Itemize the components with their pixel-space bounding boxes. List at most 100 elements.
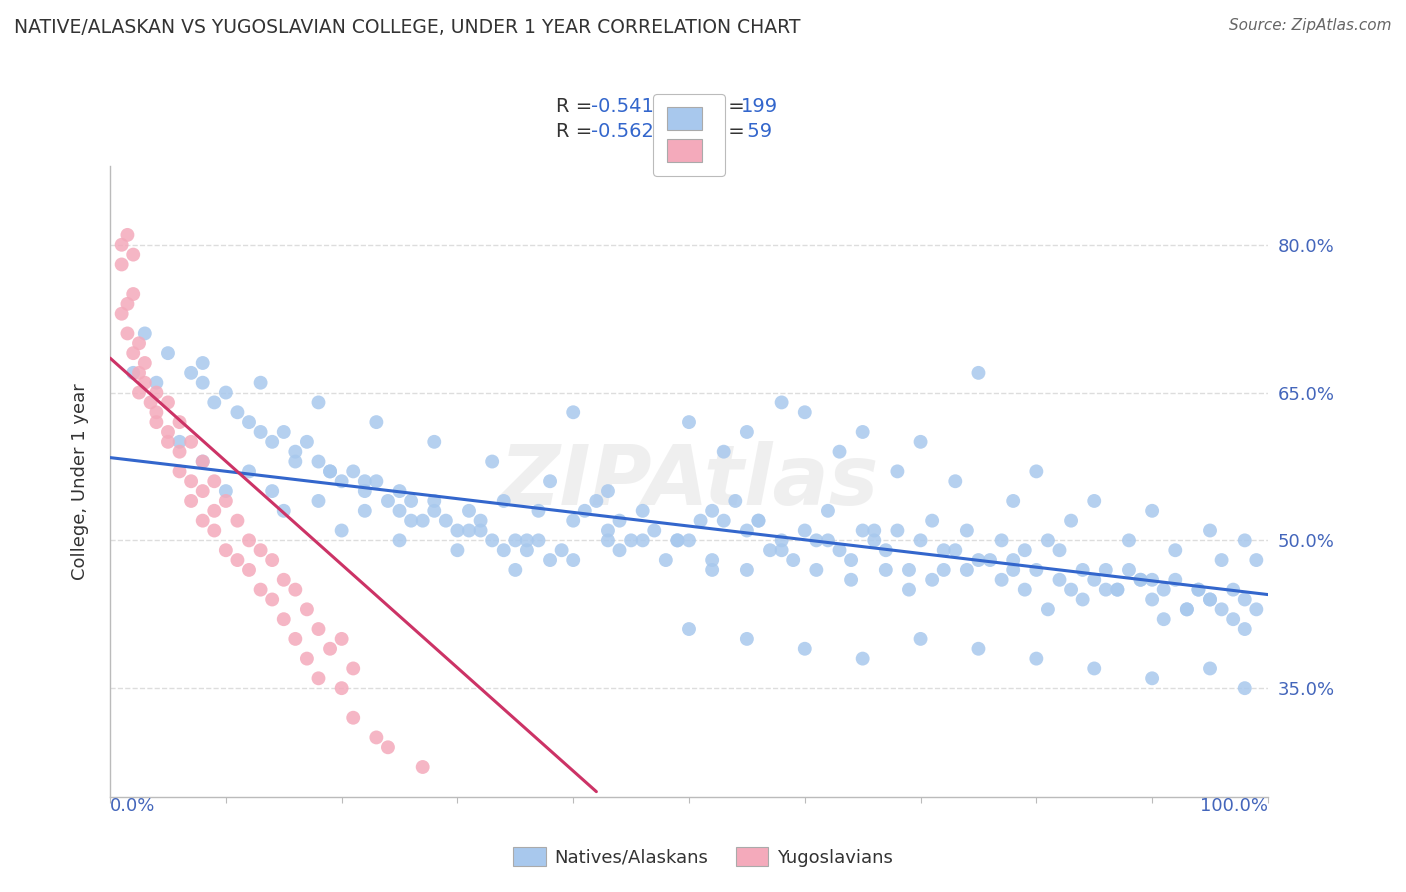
Point bbox=[1014, 582, 1036, 597]
Point bbox=[1071, 592, 1094, 607]
Point bbox=[516, 533, 538, 548]
Point bbox=[735, 563, 758, 577]
Point bbox=[111, 237, 134, 252]
Point bbox=[1153, 612, 1175, 626]
Point bbox=[446, 543, 468, 558]
Point bbox=[1071, 563, 1094, 577]
Point bbox=[434, 514, 457, 528]
Point bbox=[134, 356, 156, 370]
Point bbox=[1129, 573, 1152, 587]
Point bbox=[169, 434, 191, 449]
Point bbox=[262, 484, 284, 499]
Point bbox=[423, 504, 446, 518]
Point bbox=[1049, 573, 1071, 587]
Point bbox=[202, 475, 225, 489]
Point bbox=[828, 444, 851, 458]
Point bbox=[806, 563, 828, 577]
Point bbox=[399, 514, 422, 528]
Point bbox=[770, 395, 793, 409]
Point bbox=[191, 376, 214, 390]
Point bbox=[145, 376, 167, 390]
Point bbox=[226, 514, 249, 528]
Point bbox=[643, 524, 665, 538]
Point bbox=[852, 425, 875, 439]
Point bbox=[1129, 573, 1152, 587]
Point bbox=[191, 454, 214, 468]
Point bbox=[145, 385, 167, 400]
Point bbox=[458, 524, 481, 538]
Point bbox=[747, 514, 769, 528]
Point bbox=[128, 385, 150, 400]
Point bbox=[1036, 533, 1059, 548]
Point bbox=[1049, 543, 1071, 558]
Text: -0.541: -0.541 bbox=[591, 96, 654, 116]
Point bbox=[446, 524, 468, 538]
Point bbox=[1199, 592, 1222, 607]
Point bbox=[990, 533, 1012, 548]
Point bbox=[702, 553, 724, 567]
Point bbox=[1164, 543, 1187, 558]
Point bbox=[191, 454, 214, 468]
Point bbox=[1199, 524, 1222, 538]
Point bbox=[1199, 592, 1222, 607]
Point bbox=[249, 543, 271, 558]
Point bbox=[308, 671, 330, 685]
Point bbox=[273, 425, 295, 439]
Point bbox=[886, 524, 908, 538]
Point bbox=[423, 494, 446, 508]
Point bbox=[202, 395, 225, 409]
Point bbox=[609, 543, 631, 558]
Point bbox=[117, 297, 139, 311]
Point bbox=[979, 553, 1001, 567]
Point bbox=[202, 524, 225, 538]
Point bbox=[538, 475, 561, 489]
Point bbox=[666, 533, 689, 548]
Point bbox=[596, 524, 619, 538]
Point bbox=[284, 582, 307, 597]
Point bbox=[505, 563, 527, 577]
Point bbox=[921, 514, 943, 528]
Point bbox=[678, 622, 700, 636]
Point bbox=[191, 514, 214, 528]
Point bbox=[1107, 582, 1129, 597]
Point bbox=[145, 405, 167, 419]
Point bbox=[366, 415, 388, 429]
Text: NATIVE/ALASKAN VS YUGOSLAVIAN COLLEGE, UNDER 1 YEAR CORRELATION CHART: NATIVE/ALASKAN VS YUGOSLAVIAN COLLEGE, U… bbox=[14, 18, 800, 37]
Point bbox=[1222, 582, 1244, 597]
Point bbox=[295, 651, 318, 665]
Point bbox=[863, 533, 886, 548]
Point bbox=[967, 641, 990, 656]
Point bbox=[1211, 602, 1233, 616]
Point bbox=[910, 632, 932, 646]
Point bbox=[1175, 602, 1198, 616]
Point bbox=[319, 641, 342, 656]
Point bbox=[782, 553, 804, 567]
Point bbox=[1164, 573, 1187, 587]
Point bbox=[319, 464, 342, 478]
Point bbox=[215, 543, 238, 558]
Point bbox=[284, 454, 307, 468]
Point bbox=[1140, 573, 1163, 587]
Point bbox=[262, 553, 284, 567]
Point bbox=[122, 287, 145, 301]
Text: R =: R = bbox=[555, 96, 599, 116]
Point bbox=[1002, 494, 1025, 508]
Point bbox=[1036, 602, 1059, 616]
Point bbox=[1222, 612, 1244, 626]
Point bbox=[678, 415, 700, 429]
Point bbox=[1060, 582, 1083, 597]
Point bbox=[1175, 602, 1198, 616]
Point bbox=[863, 524, 886, 538]
Point bbox=[898, 563, 921, 577]
Point bbox=[956, 563, 979, 577]
Point bbox=[388, 533, 411, 548]
Point bbox=[898, 582, 921, 597]
Point bbox=[295, 602, 318, 616]
Point bbox=[1233, 592, 1256, 607]
Point bbox=[330, 681, 353, 695]
Point bbox=[1233, 533, 1256, 548]
Point bbox=[678, 533, 700, 548]
Point bbox=[156, 434, 179, 449]
Point bbox=[1002, 563, 1025, 577]
Point bbox=[284, 444, 307, 458]
